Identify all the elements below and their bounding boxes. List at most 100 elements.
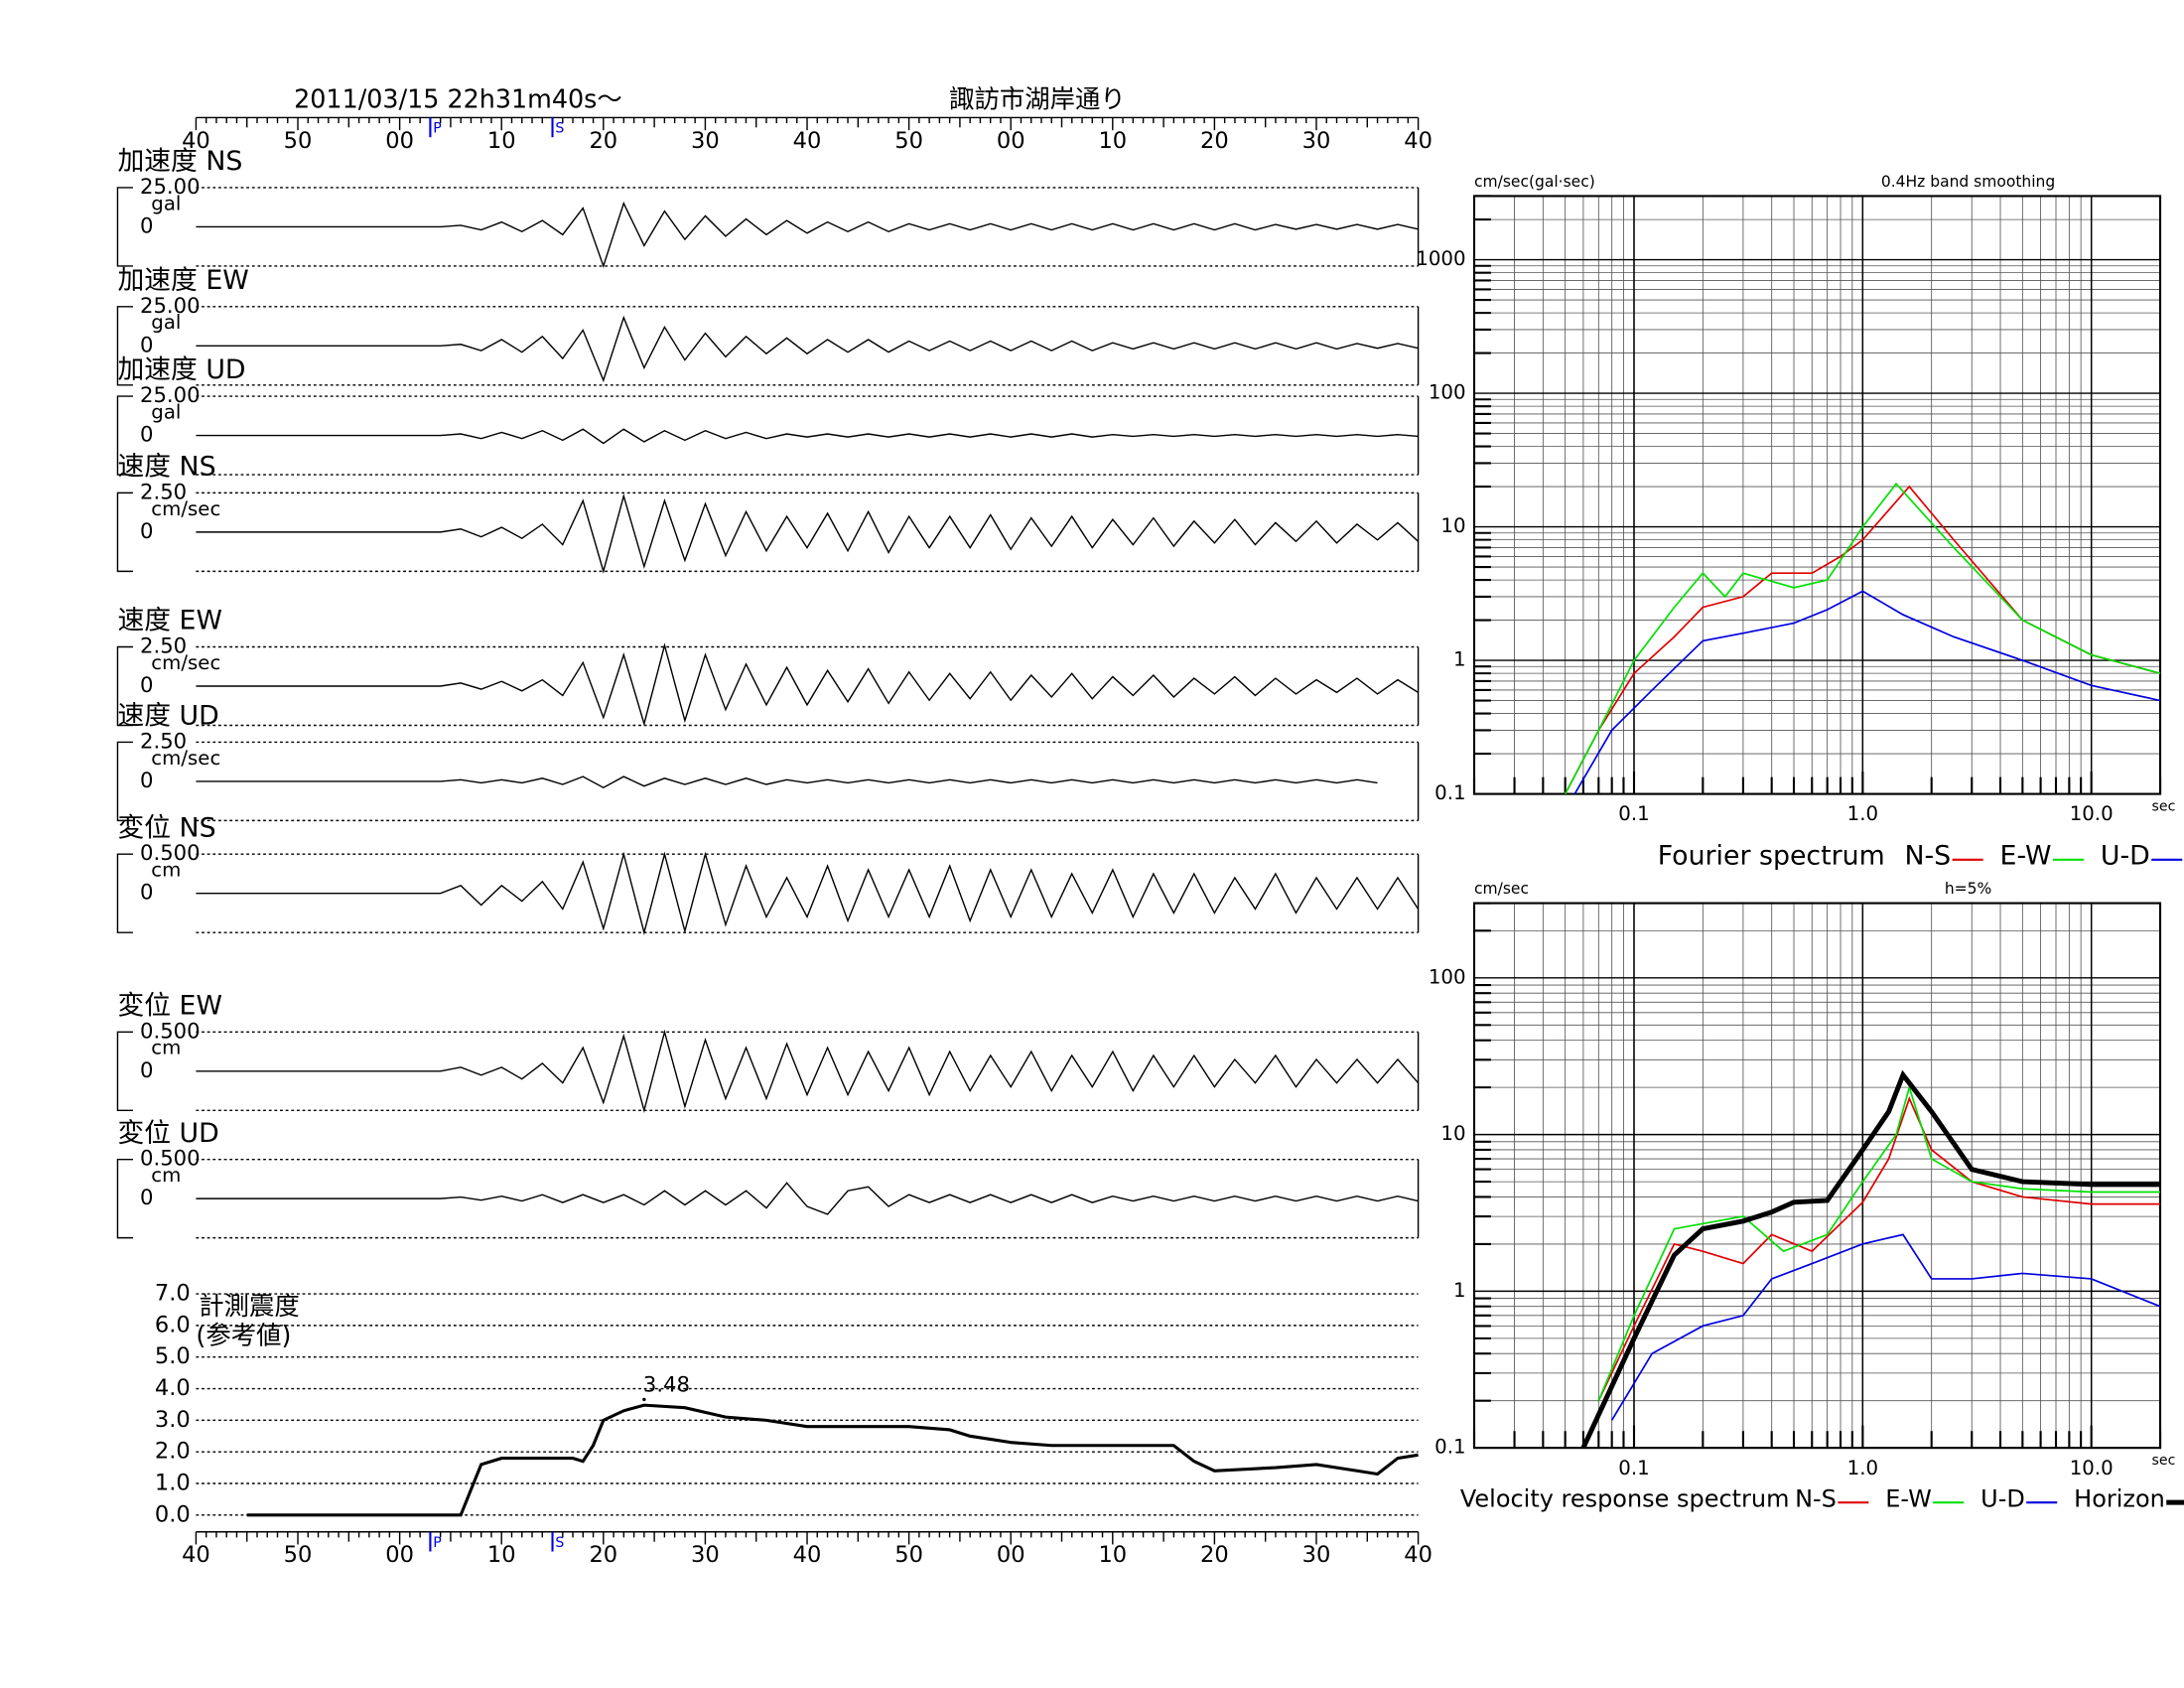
time-tick-label: 00 xyxy=(997,1542,1025,1568)
trace-unit: cm/sec xyxy=(151,497,220,520)
phase-label: P xyxy=(433,1535,442,1551)
intensity-tick-label: 2.0 xyxy=(155,1439,191,1465)
time-tick-label: 40 xyxy=(1404,1542,1433,1568)
spectrum-line xyxy=(1580,1069,2161,1450)
intensity-title: 計測震度 xyxy=(199,1291,300,1321)
spectrum-note: 0.4Hz band smoothing xyxy=(1881,173,2055,191)
waveform-trace xyxy=(196,428,1419,445)
trace-label: 速度 UD xyxy=(117,701,218,732)
trace-scale-label: 25.00 xyxy=(140,293,201,318)
spectrum-line xyxy=(1564,482,2161,794)
legend-label: U-D xyxy=(1980,1484,2025,1512)
phase-label: P xyxy=(433,121,442,137)
legend-title: Velocity response spectrum xyxy=(1460,1484,1790,1512)
trace-unit: cm xyxy=(151,1164,181,1187)
time-tick-label: 50 xyxy=(894,1542,923,1568)
legend-label: E-W xyxy=(2000,841,2052,872)
trace-label: 変位 UD xyxy=(117,1118,218,1149)
trace-label: 加速度 EW xyxy=(117,265,248,296)
trace-bracket xyxy=(116,1031,133,1111)
trace-unit: cm/sec xyxy=(151,651,220,674)
spectrum-xtick-label: 1.0 xyxy=(1847,802,1878,825)
intensity-tick-label: 1.0 xyxy=(155,1471,191,1496)
waveform-trace xyxy=(196,1182,1419,1215)
time-tick-label: 40 xyxy=(182,1542,210,1568)
trace-scale-label: 0 xyxy=(140,518,153,543)
trace-bracket xyxy=(116,306,133,386)
spectrum-xtick-label: 1.0 xyxy=(1847,1457,1878,1479)
spectrum-ytick-label: 0.1 xyxy=(1434,781,1465,804)
trace-scale-label: 2.50 xyxy=(140,728,187,753)
waveform-trace xyxy=(196,201,1419,269)
time-tick-label: 40 xyxy=(1404,128,1433,154)
trace-scale-label: 25.00 xyxy=(140,382,201,407)
waveform-trace xyxy=(196,315,1419,383)
time-tick-label: 50 xyxy=(284,128,313,154)
spectrum-ytick-label: 0.1 xyxy=(1434,1436,1465,1459)
intensity-tick-label: 0.0 xyxy=(155,1501,191,1527)
trace-unit: gal xyxy=(151,401,181,424)
intensity-tick-label: 7.0 xyxy=(155,1281,191,1307)
legend-label: E-W xyxy=(1885,1484,1932,1512)
spectrum-line xyxy=(1573,590,2161,795)
time-tick-label: 20 xyxy=(589,128,617,154)
spectrum-frame xyxy=(1472,195,2162,795)
spectrum-line xyxy=(1610,1233,2161,1421)
time-tick-label: 30 xyxy=(691,1542,720,1568)
legend-label: U-D xyxy=(2101,841,2150,872)
time-tick-label: 20 xyxy=(1200,128,1229,154)
phase-label: S xyxy=(555,1535,564,1551)
spectrum-xlabel: sec xyxy=(2152,798,2176,814)
trace-label: 速度 EW xyxy=(117,606,221,636)
spectrum-xtick-label: 10.0 xyxy=(2070,802,2114,825)
trace-scale-label: 0 xyxy=(140,332,153,356)
time-tick-label: 00 xyxy=(385,128,414,154)
trace-unit: gal xyxy=(151,192,181,214)
spectrum-ytick-label: 1 xyxy=(1453,1279,1466,1302)
phase-label: S xyxy=(555,121,564,137)
time-tick-label: 00 xyxy=(997,128,1025,154)
spectrum-line xyxy=(1597,1084,2161,1401)
trace-scale-label: 0.500 xyxy=(140,1018,201,1043)
spectrum-ylabel: cm/sec(gal·sec) xyxy=(1474,173,1595,191)
spectrum-xtick-label: 0.1 xyxy=(1618,802,1649,825)
trace-scale-label: 0.500 xyxy=(140,1146,201,1171)
spectrum-ytick-label: 1 xyxy=(1453,648,1466,671)
waveform-trace xyxy=(196,492,1420,574)
time-tick-label: 40 xyxy=(182,128,210,154)
time-tick-label: 00 xyxy=(385,1542,414,1568)
peak-dot xyxy=(642,1397,646,1402)
time-tick-label: 40 xyxy=(793,128,822,154)
intensity-line xyxy=(246,1403,1419,1517)
trace-label: 変位 NS xyxy=(117,812,215,843)
trace-label: 変位 EW xyxy=(117,990,221,1021)
trace-unit: gal xyxy=(151,311,181,334)
time-tick-label: 50 xyxy=(284,1542,313,1568)
trace-scale-label: 2.50 xyxy=(140,633,187,658)
peak-label: 3.48 xyxy=(643,1371,690,1396)
time-tick-label: 20 xyxy=(1200,1542,1229,1568)
time-tick-label: 10 xyxy=(487,128,516,154)
trace-unit: cm/sec xyxy=(151,747,220,770)
time-tick-label: 30 xyxy=(691,128,720,154)
trace-scale-label: 25.00 xyxy=(140,174,201,199)
spectrum-note: h=5% xyxy=(1945,880,1991,898)
trace-bracket xyxy=(116,395,133,476)
time-tick-label: 10 xyxy=(487,1542,516,1568)
trace-scale-label: 0 xyxy=(140,768,153,792)
trace-scale-label: 0 xyxy=(140,212,153,237)
time-tick-label: 10 xyxy=(1098,128,1127,154)
spectrum-xlabel: sec xyxy=(2152,1453,2176,1469)
spectrum-ytick-label: 100 xyxy=(1429,381,1466,404)
legend-label: N-S xyxy=(1795,1484,1837,1512)
spectrum-ytick-label: 1000 xyxy=(1416,247,1465,270)
trace-scale-label: 0 xyxy=(140,1057,153,1082)
waveform-trace xyxy=(196,775,1378,789)
spectrum-line xyxy=(1564,485,2161,794)
trace-bracket xyxy=(116,741,133,822)
trace-scale-label: 0 xyxy=(140,672,153,697)
waveform-trace xyxy=(196,642,1419,727)
trace-bracket xyxy=(116,492,133,573)
